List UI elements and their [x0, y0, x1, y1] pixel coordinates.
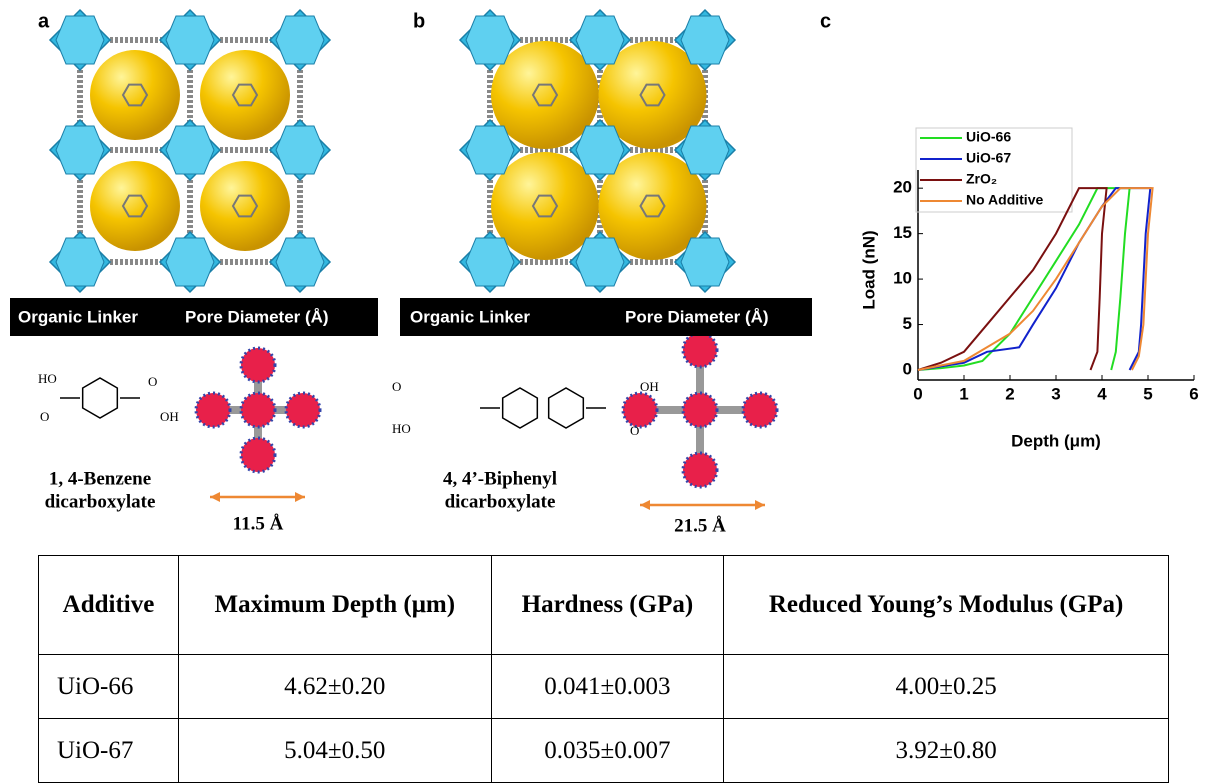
arrow-head: [295, 492, 305, 502]
arrow-head: [210, 492, 220, 502]
pore-size: 21.5 Å: [674, 515, 726, 536]
zr-cluster: [276, 126, 324, 174]
zr-cluster: [681, 238, 729, 286]
y-tick-label: 10: [893, 269, 912, 288]
atom-label: OH: [640, 379, 659, 394]
zr-cluster: [276, 16, 324, 64]
pore-node: [241, 348, 275, 382]
cell: 5.04±0.50: [178, 719, 491, 783]
legend-label: No Additive: [966, 192, 1043, 208]
y-tick-label: 5: [903, 314, 912, 333]
cell: UiO-66: [39, 655, 179, 719]
atom-label: O: [40, 409, 49, 424]
pore-node: [743, 393, 777, 427]
cell: 0.041±0.003: [491, 655, 724, 719]
atom-label: O: [630, 423, 639, 438]
cell: UiO-67: [39, 719, 179, 783]
x-tick-label: 0: [913, 384, 922, 403]
pore-node: [683, 453, 717, 487]
header-cell: Reduced Young’s Modulus (GPa): [724, 556, 1169, 655]
pore-node: [196, 393, 230, 427]
legend-label: ZrO₂: [966, 171, 997, 187]
series-line: [918, 188, 1150, 370]
x-tick-label: 6: [1189, 384, 1198, 403]
zr-cluster: [681, 16, 729, 64]
header-cell: Additive: [39, 556, 179, 655]
x-tick-label: 2: [1005, 384, 1014, 403]
x-tick-label: 4: [1097, 384, 1107, 403]
zr-cluster: [56, 126, 104, 174]
header-text: Pore Diameter (Å): [625, 307, 769, 326]
zr-cluster: [576, 238, 624, 286]
zr-cluster: [576, 126, 624, 174]
atom-label: HO: [38, 371, 57, 386]
cell: 0.035±0.007: [491, 719, 724, 783]
pore-node: [241, 438, 275, 472]
cell: 4.62±0.20: [178, 655, 491, 719]
linker-name: dicarboxylate: [45, 491, 156, 512]
benzene-ring: [503, 388, 538, 428]
pore-sphere: [90, 161, 180, 251]
zr-cluster: [466, 126, 514, 174]
linker-name: dicarboxylate: [445, 491, 556, 512]
page: {"panels": { "a": {"label": "a", "header…: [0, 0, 1208, 780]
pore-sphere: [90, 50, 180, 140]
x-tick-label: 3: [1051, 384, 1060, 403]
panel-label: c: [820, 10, 831, 32]
header-cell: Hardness (GPa): [491, 556, 724, 655]
header-row: Additive Maximum Depth (μm) Hardness (GP…: [39, 556, 1169, 655]
pore-size: 11.5 Å: [233, 513, 284, 534]
zr-cluster: [466, 238, 514, 286]
series-line: [918, 188, 1107, 370]
benzene-ring: [83, 378, 118, 418]
cell: 4.00±0.25: [724, 655, 1169, 719]
zr-cluster: [166, 126, 214, 174]
pore-sphere: [200, 50, 290, 140]
panel-label: a: [38, 10, 50, 32]
zr-cluster: [681, 126, 729, 174]
figure: a b c Organic Linker Pore Diameter (Å) Organi…: [0, 0, 1208, 555]
arrow-head: [755, 500, 765, 510]
linker-name: 1, 4-Benzene: [49, 468, 151, 489]
header-cell: Maximum Depth (μm): [178, 556, 491, 655]
panel-label: b: [413, 10, 425, 32]
cell: 3.92±0.80: [724, 719, 1169, 783]
zr-cluster: [56, 16, 104, 64]
row: UiO-66 4.62±0.20 0.041±0.003 4.00±0.25: [39, 655, 1169, 719]
zr-cluster: [276, 238, 324, 286]
pore-sphere: [491, 152, 599, 260]
zr-cluster: [166, 16, 214, 64]
pore-node: [683, 333, 717, 367]
arrow-head: [640, 500, 650, 510]
pore-node: [241, 393, 275, 427]
pore-sphere: [200, 161, 290, 251]
zr-cluster: [466, 16, 514, 64]
x-tick-label: 5: [1143, 384, 1152, 403]
x-axis-title: Depth (μm): [1011, 431, 1101, 450]
legend-label: UiO-67: [966, 150, 1011, 166]
results-table: Additive Maximum Depth (μm) Hardness (GP…: [38, 555, 1169, 783]
header-text: Organic Linker: [410, 307, 530, 326]
header-text: Organic Linker: [18, 307, 138, 326]
atom-label: OH: [160, 409, 179, 424]
x-tick-label: 1: [959, 384, 968, 403]
atom-label: O: [148, 374, 157, 389]
pore-node: [623, 393, 657, 427]
benzene-ring: [549, 388, 584, 428]
header-text: Pore Diameter (Å): [185, 307, 329, 326]
atom-label: O: [392, 379, 401, 394]
legend-label: UiO-66: [966, 129, 1011, 145]
y-tick-label: 0: [903, 359, 912, 378]
atom-label: HO: [392, 421, 411, 436]
zr-cluster: [166, 238, 214, 286]
y-tick-label: 20: [893, 178, 912, 197]
y-axis-title: Load (nN): [859, 230, 878, 309]
pore-node: [683, 393, 717, 427]
pore-node: [286, 393, 320, 427]
zr-cluster: [56, 238, 104, 286]
linker-name: 4, 4’-Biphenyl: [443, 468, 557, 489]
y-tick-label: 15: [893, 223, 912, 242]
row: UiO-67 5.04±0.50 0.035±0.007 3.92±0.80: [39, 719, 1169, 783]
zr-cluster: [576, 16, 624, 64]
